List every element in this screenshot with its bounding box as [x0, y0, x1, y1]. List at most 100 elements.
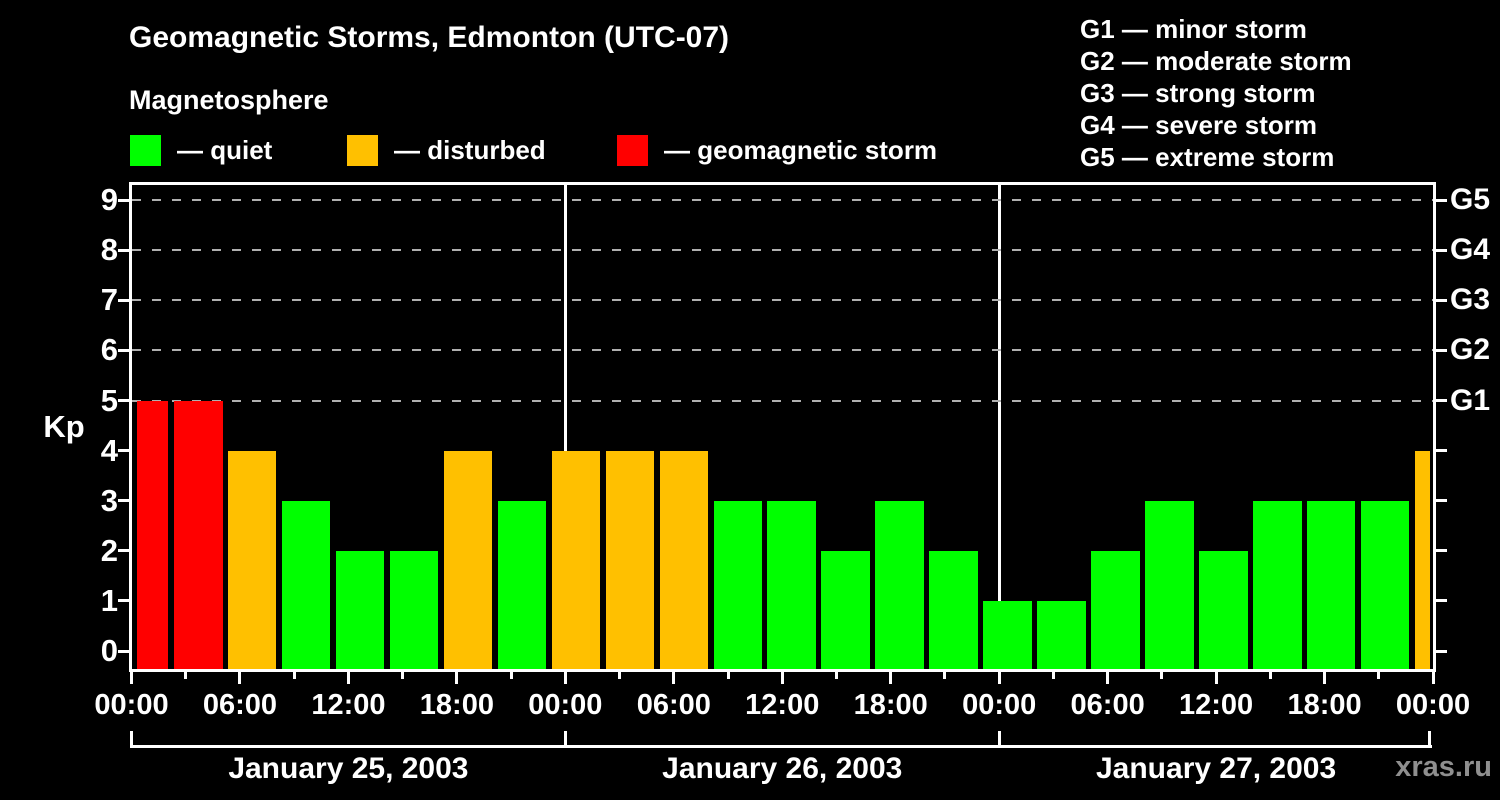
y-axis-tick	[118, 499, 132, 503]
x-axis-minor-tick	[943, 671, 947, 679]
y-axis-tick-label: 2	[100, 532, 118, 568]
x-axis-major-tick	[1214, 671, 1218, 684]
kp-gridline	[132, 349, 1433, 352]
right-axis-tick	[1433, 549, 1447, 553]
x-axis-minor-tick	[292, 671, 296, 679]
x-axis-tick-label: 00:00	[94, 689, 169, 721]
x-axis-minor-tick	[618, 671, 622, 679]
kp-bar	[929, 550, 978, 669]
kp-bar	[1306, 500, 1356, 669]
right-axis-tick	[1433, 649, 1447, 653]
date-bracket	[131, 745, 1432, 748]
x-axis-tick-label: 00:00	[528, 689, 603, 721]
y-axis-tick-label: 7	[100, 282, 118, 318]
y-axis-tick-label: 6	[100, 332, 118, 368]
legend-swatch-quiet	[130, 135, 161, 166]
right-axis-tick	[1433, 499, 1447, 503]
kp-bar	[174, 400, 223, 669]
x-axis-major-tick	[346, 671, 350, 684]
x-axis-major-tick	[1431, 671, 1435, 684]
kp-bar	[713, 500, 762, 669]
x-axis-minor-tick	[401, 671, 405, 679]
date-label: January 26, 2003	[662, 752, 903, 785]
x-axis-tick-label: 06:00	[202, 689, 278, 721]
right-axis-tick	[1433, 599, 1447, 603]
x-axis-major-tick	[672, 671, 676, 684]
kp-bar	[551, 450, 601, 669]
x-axis-tick-label: 12:00	[1178, 689, 1254, 721]
x-axis-major-tick	[1106, 671, 1110, 684]
kp-bar-partial	[1415, 450, 1430, 669]
y-axis-tick	[118, 248, 132, 252]
kp-bar	[1199, 550, 1248, 669]
x-axis-tick-label: 00:00	[1395, 689, 1471, 721]
x-axis-tick-label: 06:00	[636, 689, 711, 721]
x-axis-minor-tick	[1377, 671, 1381, 679]
y-axis-tick	[118, 198, 132, 202]
right-axis-tick	[1433, 449, 1447, 453]
g-scale-legend-item: G2 — moderate storm	[1080, 46, 1352, 76]
kp-gridline	[132, 249, 1433, 252]
x-axis-tick-label: 18:00	[419, 689, 494, 721]
g-scale-axis-label: G4	[1450, 233, 1491, 267]
x-axis-minor-tick	[1051, 671, 1055, 679]
legend-label-disturbed: — disturbed	[394, 135, 546, 165]
x-axis-major-tick	[130, 671, 133, 684]
y-axis-tick	[118, 449, 132, 453]
g-scale-legend-item: G4 — severe storm	[1080, 110, 1318, 140]
right-axis-tick	[1433, 248, 1447, 252]
date-label: January 27, 2003	[1095, 752, 1337, 785]
legend-swatch-disturbed	[347, 135, 378, 166]
legend-label-storm: — geomagnetic storm	[664, 135, 938, 165]
chart-title: Geomagnetic Storms, Edmonton (UTC-07)	[129, 21, 730, 54]
x-axis-minor-tick	[509, 671, 513, 679]
kp-gridline	[132, 399, 1433, 402]
y-axis-tick	[118, 549, 132, 553]
legend-swatch-storm	[617, 135, 648, 166]
day-separator-line	[563, 185, 567, 669]
y-axis-title: Kp	[43, 409, 85, 444]
x-axis-major-tick	[780, 671, 784, 684]
y-axis-tick	[118, 399, 132, 402]
date-bracket-tick	[130, 731, 133, 748]
y-axis-tick-label: 9	[100, 182, 118, 218]
kp-color-legend: — quiet — disturbed — geomagnetic storm	[0, 0, 1500, 180]
g-scale-legend-item: G5 — extreme storm	[1080, 142, 1335, 172]
kp-bar	[983, 600, 1032, 669]
date-bracket-tick	[997, 731, 1001, 748]
g-scale-axis-label: G3	[1450, 283, 1491, 317]
y-axis-tick-label: 8	[100, 232, 118, 268]
kp-bar	[1360, 500, 1410, 669]
kp-bar	[497, 500, 547, 669]
kp-bar	[605, 450, 655, 669]
x-axis-minor-tick	[726, 671, 730, 679]
x-axis-major-tick	[997, 671, 1001, 684]
x-axis-major-tick	[455, 671, 459, 684]
legend-label-quiet: — quiet	[177, 135, 273, 165]
kp-bar	[875, 500, 924, 669]
right-axis-tick	[1433, 198, 1447, 202]
date-bracket-tick	[1427, 731, 1431, 748]
right-axis-tick	[1433, 399, 1447, 402]
kp-gridline	[132, 299, 1433, 302]
y-axis-tick-label: 0	[100, 633, 118, 668]
y-axis-tick-label: 4	[100, 432, 118, 468]
watermark: xras.ru	[1395, 751, 1492, 783]
plot-frame	[129, 182, 1436, 672]
kp-bar	[443, 450, 493, 669]
x-axis-tick-label: 12:00	[311, 689, 386, 721]
date-bracket-tick	[563, 731, 567, 748]
g-scale-axis-label: G2	[1450, 333, 1491, 367]
y-axis-tick-label: 5	[100, 382, 118, 418]
kp-bar	[227, 450, 277, 669]
kp-bar	[137, 400, 168, 669]
y-axis-tick-label: 1	[100, 582, 118, 618]
y-axis-tick	[118, 599, 132, 603]
x-axis-tick-label: 06:00	[1070, 689, 1145, 721]
day-separator-line	[997, 185, 1001, 669]
kp-bar	[821, 550, 870, 669]
x-axis-tick-label: 12:00	[745, 689, 820, 721]
chart-subtitle: Magnetosphere	[129, 85, 329, 115]
